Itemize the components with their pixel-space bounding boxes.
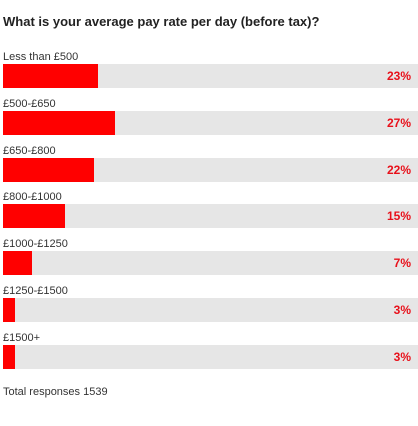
value-label: 15% <box>386 209 411 224</box>
bar-row: £650-£800 22% <box>0 144 418 191</box>
bar <box>3 64 99 88</box>
value-label: 27% <box>386 115 411 130</box>
bar-row: £1250-£1500 3% <box>0 284 418 331</box>
value-label: 22% <box>386 162 411 177</box>
category-label: £1000-£1250 <box>3 238 68 251</box>
bar-chart: Less than £500 23% £500-£650 27% £650-£800 22… <box>0 50 418 378</box>
bar-row: £1500+ 3% <box>0 331 418 378</box>
bar <box>3 297 16 322</box>
bar-track: 7% <box>3 251 418 276</box>
bar-track: 27% <box>3 110 418 135</box>
bar <box>3 344 16 369</box>
bar-track: 3% <box>3 297 418 322</box>
value-label: 23% <box>386 69 411 83</box>
bar-track: 23% <box>3 64 418 88</box>
bar-row: Less than £500 23% <box>0 50 418 97</box>
bar-track: 15% <box>3 204 418 229</box>
category-label: £1250-£1500 <box>3 284 68 297</box>
bar-row: £1000-£1250 7% <box>0 237 418 284</box>
bar <box>3 251 33 276</box>
bar-track: 3% <box>3 344 418 369</box>
value-label: 3% <box>393 302 411 317</box>
bar <box>3 157 95 182</box>
bar-row: £500-£650 27% <box>0 97 418 144</box>
bar <box>3 204 66 229</box>
bar-row: £800-£1000 15% <box>0 190 418 237</box>
bar <box>3 110 116 135</box>
total-responses: Total responses 1539 <box>3 386 108 398</box>
value-label: 3% <box>393 349 411 364</box>
category-label: Less than £500 <box>3 51 79 63</box>
category-label: £500-£650 <box>3 97 56 110</box>
category-label: £650-£800 <box>3 144 56 157</box>
category-label: £1500+ <box>3 331 41 344</box>
category-label: £800-£1000 <box>3 191 62 204</box>
chart-title: What is your average pay rate per day (b… <box>3 14 320 29</box>
bar-track: 22% <box>3 157 418 182</box>
value-label: 7% <box>393 256 411 271</box>
